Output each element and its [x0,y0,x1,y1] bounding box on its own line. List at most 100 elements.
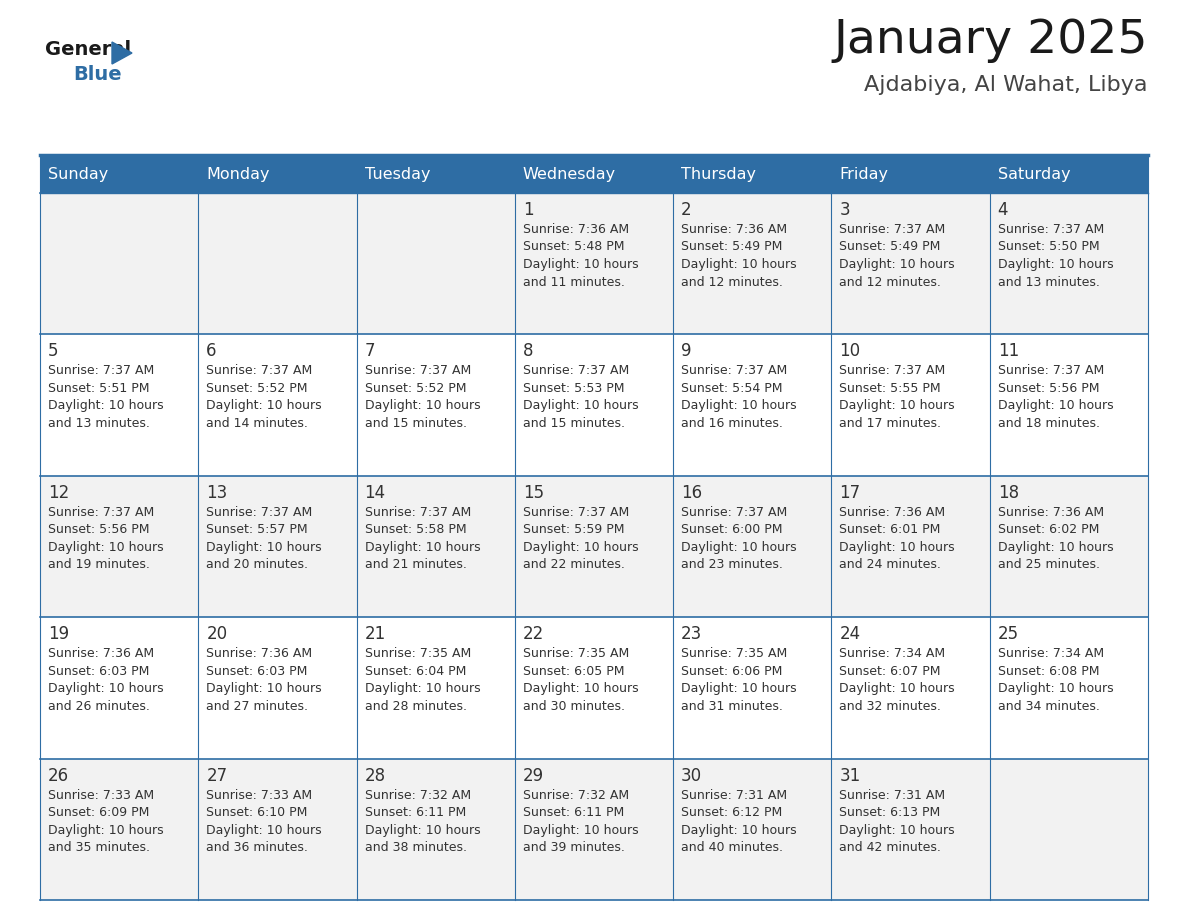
Text: Sunrise: 7:31 AM: Sunrise: 7:31 AM [681,789,788,801]
Text: and 34 minutes.: and 34 minutes. [998,700,1100,712]
Text: Sunset: 5:59 PM: Sunset: 5:59 PM [523,523,625,536]
Text: and 35 minutes.: and 35 minutes. [48,841,150,854]
Bar [674,476,832,617]
Text: Daylight: 10 hours: Daylight: 10 hours [998,541,1113,554]
Text: Sunset: 6:04 PM: Sunset: 6:04 PM [365,665,466,677]
Text: January 2025: January 2025 [834,18,1148,63]
Text: Monday: Monday [207,166,270,182]
Text: 15: 15 [523,484,544,502]
Text: Sunset: 6:00 PM: Sunset: 6:00 PM [681,523,783,536]
Bar [198,155,356,193]
Text: Sunset: 5:51 PM: Sunset: 5:51 PM [48,382,150,395]
Text: and 16 minutes.: and 16 minutes. [681,417,783,430]
Bar [674,193,832,334]
Text: Sunset: 5:49 PM: Sunset: 5:49 PM [681,241,783,253]
Bar [990,193,1148,334]
Text: Sunrise: 7:37 AM: Sunrise: 7:37 AM [681,506,788,519]
Bar [514,617,674,758]
Bar [40,193,198,334]
Text: 3: 3 [840,201,851,219]
Text: Daylight: 10 hours: Daylight: 10 hours [207,541,322,554]
Text: Daylight: 10 hours: Daylight: 10 hours [998,682,1113,695]
Text: 29: 29 [523,767,544,785]
Text: and 14 minutes.: and 14 minutes. [207,417,308,430]
Text: and 15 minutes.: and 15 minutes. [365,417,467,430]
Text: Daylight: 10 hours: Daylight: 10 hours [681,541,797,554]
Text: Sunset: 5:56 PM: Sunset: 5:56 PM [48,523,150,536]
Text: and 13 minutes.: and 13 minutes. [48,417,150,430]
Text: 13: 13 [207,484,228,502]
Text: 4: 4 [998,201,1009,219]
Text: 9: 9 [681,342,691,361]
Text: Sunrise: 7:33 AM: Sunrise: 7:33 AM [48,789,154,801]
Text: Daylight: 10 hours: Daylight: 10 hours [523,682,638,695]
Text: Sunrise: 7:34 AM: Sunrise: 7:34 AM [840,647,946,660]
Text: and 28 minutes.: and 28 minutes. [365,700,467,712]
Text: 12: 12 [48,484,69,502]
Text: Sunrise: 7:36 AM: Sunrise: 7:36 AM [48,647,154,660]
Bar [832,334,990,476]
Text: Daylight: 10 hours: Daylight: 10 hours [523,399,638,412]
Text: and 17 minutes.: and 17 minutes. [840,417,941,430]
Text: 30: 30 [681,767,702,785]
Bar [356,155,514,193]
Bar [40,476,198,617]
Text: Daylight: 10 hours: Daylight: 10 hours [48,682,164,695]
Polygon shape [112,42,132,64]
Text: and 22 minutes.: and 22 minutes. [523,558,625,571]
Text: 16: 16 [681,484,702,502]
Text: Sunrise: 7:37 AM: Sunrise: 7:37 AM [523,506,630,519]
Text: and 25 minutes.: and 25 minutes. [998,558,1100,571]
Text: Sunrise: 7:37 AM: Sunrise: 7:37 AM [48,364,154,377]
Text: 31: 31 [840,767,860,785]
Text: Blue: Blue [72,65,121,84]
Bar [198,758,356,900]
Text: Sunset: 6:10 PM: Sunset: 6:10 PM [207,806,308,819]
Text: General: General [45,40,131,59]
Bar [356,476,514,617]
Text: Daylight: 10 hours: Daylight: 10 hours [207,399,322,412]
Text: Sunset: 6:02 PM: Sunset: 6:02 PM [998,523,1099,536]
Text: 6: 6 [207,342,216,361]
Text: Daylight: 10 hours: Daylight: 10 hours [998,399,1113,412]
Bar [990,334,1148,476]
Text: Saturday: Saturday [998,166,1070,182]
Bar [674,155,832,193]
Bar [356,758,514,900]
Bar [40,617,198,758]
Text: Daylight: 10 hours: Daylight: 10 hours [523,541,638,554]
Text: and 30 minutes.: and 30 minutes. [523,700,625,712]
Text: Sunrise: 7:36 AM: Sunrise: 7:36 AM [523,223,628,236]
Text: and 13 minutes.: and 13 minutes. [998,275,1100,288]
Text: 22: 22 [523,625,544,644]
Text: Sunrise: 7:36 AM: Sunrise: 7:36 AM [840,506,946,519]
Text: Sunrise: 7:36 AM: Sunrise: 7:36 AM [207,647,312,660]
Text: Sunset: 6:01 PM: Sunset: 6:01 PM [840,523,941,536]
Bar [832,155,990,193]
Text: Sunrise: 7:35 AM: Sunrise: 7:35 AM [681,647,788,660]
Text: Sunset: 5:52 PM: Sunset: 5:52 PM [207,382,308,395]
Text: 23: 23 [681,625,702,644]
Text: Sunset: 6:11 PM: Sunset: 6:11 PM [523,806,624,819]
Bar [832,617,990,758]
Bar [514,758,674,900]
Text: and 21 minutes.: and 21 minutes. [365,558,467,571]
Text: 25: 25 [998,625,1019,644]
Text: Sunset: 5:49 PM: Sunset: 5:49 PM [840,241,941,253]
Text: 2: 2 [681,201,691,219]
Bar [40,155,198,193]
Bar [40,758,198,900]
Text: 14: 14 [365,484,386,502]
Bar [674,617,832,758]
Bar [198,334,356,476]
Text: Daylight: 10 hours: Daylight: 10 hours [365,541,480,554]
Text: and 20 minutes.: and 20 minutes. [207,558,308,571]
Text: Sunset: 6:06 PM: Sunset: 6:06 PM [681,665,783,677]
Text: Sunset: 6:03 PM: Sunset: 6:03 PM [207,665,308,677]
Text: Sunset: 5:57 PM: Sunset: 5:57 PM [207,523,308,536]
Text: Sunset: 5:53 PM: Sunset: 5:53 PM [523,382,625,395]
Text: Sunset: 5:52 PM: Sunset: 5:52 PM [365,382,466,395]
Bar [832,476,990,617]
Text: Daylight: 10 hours: Daylight: 10 hours [840,399,955,412]
Text: Wednesday: Wednesday [523,166,617,182]
